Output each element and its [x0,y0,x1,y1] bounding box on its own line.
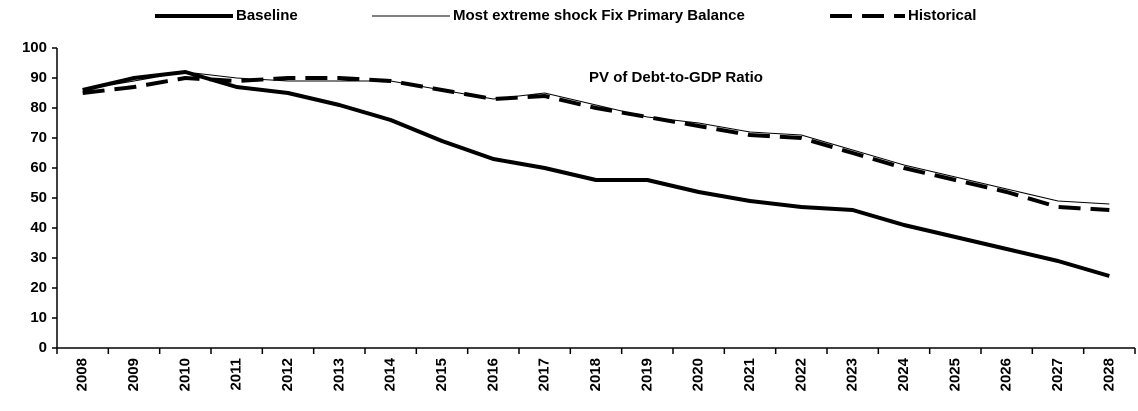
y-tick-label: 0 [39,339,47,356]
x-tick-label: 2025 [946,358,963,391]
x-tick-label: 2028 [1100,358,1117,391]
y-tick-label: 30 [30,249,47,266]
legend-label: Historical [908,7,976,24]
chart-title: PV of Debt-to-GDP Ratio [589,69,763,86]
x-tick-label: 2008 [74,358,91,391]
x-tick-label: 2012 [279,358,296,391]
x-tick-label: 2015 [433,358,450,391]
y-tick-label: 20 [30,279,47,296]
x-tick-label: 2013 [330,358,347,391]
x-tick-label: 2018 [587,358,604,391]
x-tick-label: 2020 [690,358,707,391]
x-tick-label: 2022 [792,358,809,391]
x-tick-label: 2011 [228,358,245,391]
series-line [82,76,1110,212]
x-tick-label: 2027 [1049,358,1066,391]
y-tick-label: 10 [30,309,47,326]
x-tick-label: 2009 [125,358,142,391]
y-tick-label: 50 [30,189,47,206]
x-tick-label: 2024 [895,357,912,391]
series-line [82,71,1110,205]
x-tick-label: 2019 [638,358,655,391]
x-tick-label: 2023 [844,358,861,391]
x-tick-label: 2026 [998,358,1015,391]
y-tick-label: 70 [30,129,47,146]
legend-label: Baseline [236,7,298,24]
x-tick-label: 2021 [741,358,758,391]
y-tick-label: 80 [30,99,47,116]
x-tick-label: 2017 [536,358,553,391]
x-tick-label: 2010 [176,358,193,391]
y-tick-label: 90 [30,69,47,86]
x-tick-label: 2016 [484,358,501,391]
y-tick-label: 40 [30,219,47,236]
y-tick-label: 60 [30,159,47,176]
series-line [82,70,1110,278]
x-tick-label: 2014 [382,357,399,391]
legend-label: Most extreme shock Fix Primary Balance [453,7,745,24]
y-tick-label: 100 [22,39,47,56]
